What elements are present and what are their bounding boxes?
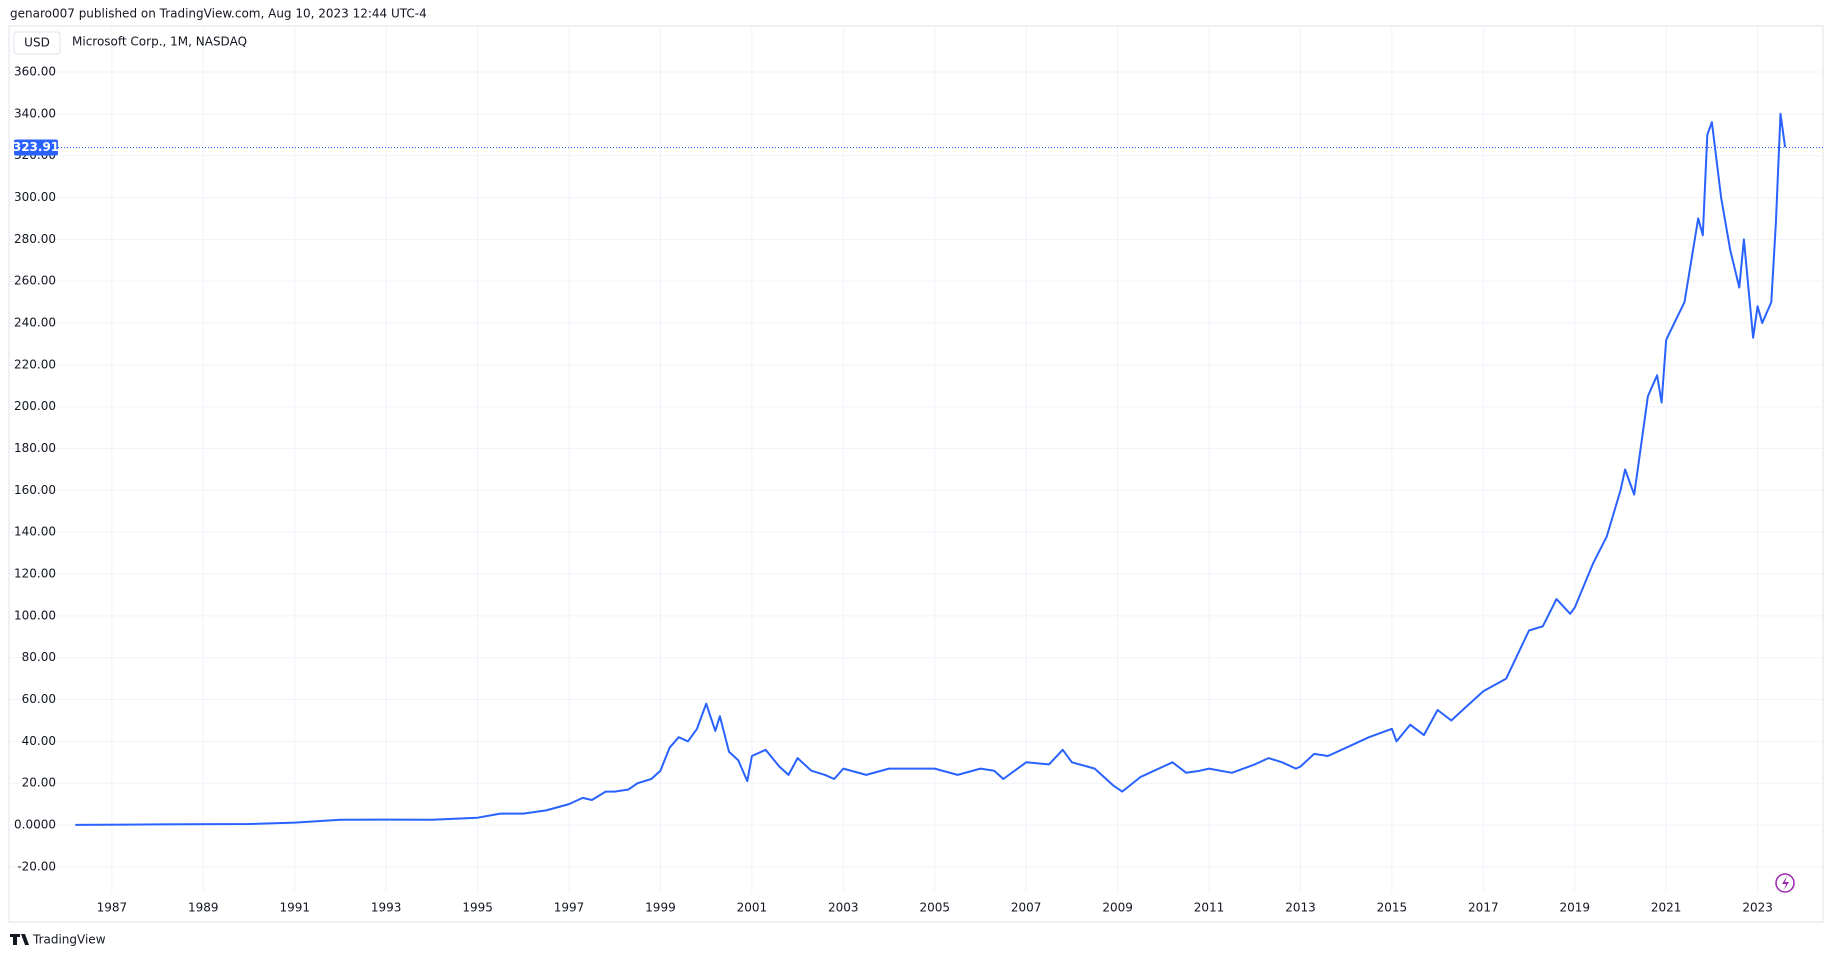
x-tick-label: 1995 xyxy=(462,901,493,915)
chart-frame xyxy=(8,25,1824,923)
y-tick-label: 100.00 xyxy=(14,608,56,622)
y-tick-label: 340.00 xyxy=(14,106,56,120)
x-tick-label: 2007 xyxy=(1011,901,1042,915)
x-tick-label: 1991 xyxy=(279,901,310,915)
y-tick-label: 280.00 xyxy=(14,232,56,246)
y-tick-label: 200.00 xyxy=(14,399,56,413)
currency-box[interactable] xyxy=(13,31,61,55)
x-tick-label: 2011 xyxy=(1194,901,1225,915)
x-tick-label: 2001 xyxy=(737,901,768,915)
y-tick-label: 240.00 xyxy=(14,316,56,330)
last-price-label: 323.91 xyxy=(13,140,59,154)
x-tick-label: 2013 xyxy=(1285,901,1316,915)
x-tick-label: 1987 xyxy=(97,901,128,915)
brand-logo xyxy=(10,934,29,945)
y-tick-label: 160.00 xyxy=(14,483,56,497)
x-tick-label: 1989 xyxy=(188,901,219,915)
brand: TradingView xyxy=(32,933,106,947)
y-tick-label: 0.0000 xyxy=(14,818,56,832)
chart-title: Microsoft Corp., 1M, NASDAQ xyxy=(72,35,247,49)
x-tick-label: 2015 xyxy=(1377,901,1408,915)
alert-bolt xyxy=(1782,876,1789,890)
price-line xyxy=(75,112,1787,826)
x-tick-label: 2021 xyxy=(1651,901,1682,915)
y-tick-label: 220.00 xyxy=(14,357,56,371)
publish-note: genaro007 published on TradingView.com, … xyxy=(10,7,427,21)
y-tick-label: 180.00 xyxy=(14,441,56,455)
x-tick-label: 2005 xyxy=(919,901,950,915)
y-tick-label: 80.00 xyxy=(22,650,56,664)
y-tick-label: 140.00 xyxy=(14,525,56,539)
x-tick-label: 2009 xyxy=(1102,901,1133,915)
x-tick-label: 1997 xyxy=(554,901,585,915)
x-tick-label: 2003 xyxy=(828,901,859,915)
y-tick-label: 260.00 xyxy=(14,274,56,288)
y-tick-label: 360.00 xyxy=(14,65,56,79)
y-tick-label: 60.00 xyxy=(22,692,56,706)
y-tick-label: 20.00 xyxy=(22,776,56,790)
y-tick-label: 40.00 xyxy=(22,734,56,748)
y-tick-label: 300.00 xyxy=(14,190,56,204)
currency[interactable]: USD xyxy=(24,36,50,50)
last-price-box xyxy=(14,139,58,156)
x-tick-label: 2017 xyxy=(1468,901,1499,915)
alert-icon[interactable] xyxy=(1775,873,1795,893)
y-tick-label: 120.00 xyxy=(14,567,56,581)
x-tick-label: 2023 xyxy=(1742,901,1773,915)
x-tick-label: 1999 xyxy=(645,901,676,915)
y-tick-label: -20.00 xyxy=(17,859,56,873)
x-tick-label: 2019 xyxy=(1559,901,1590,915)
x-tick-label: 1993 xyxy=(371,901,402,915)
